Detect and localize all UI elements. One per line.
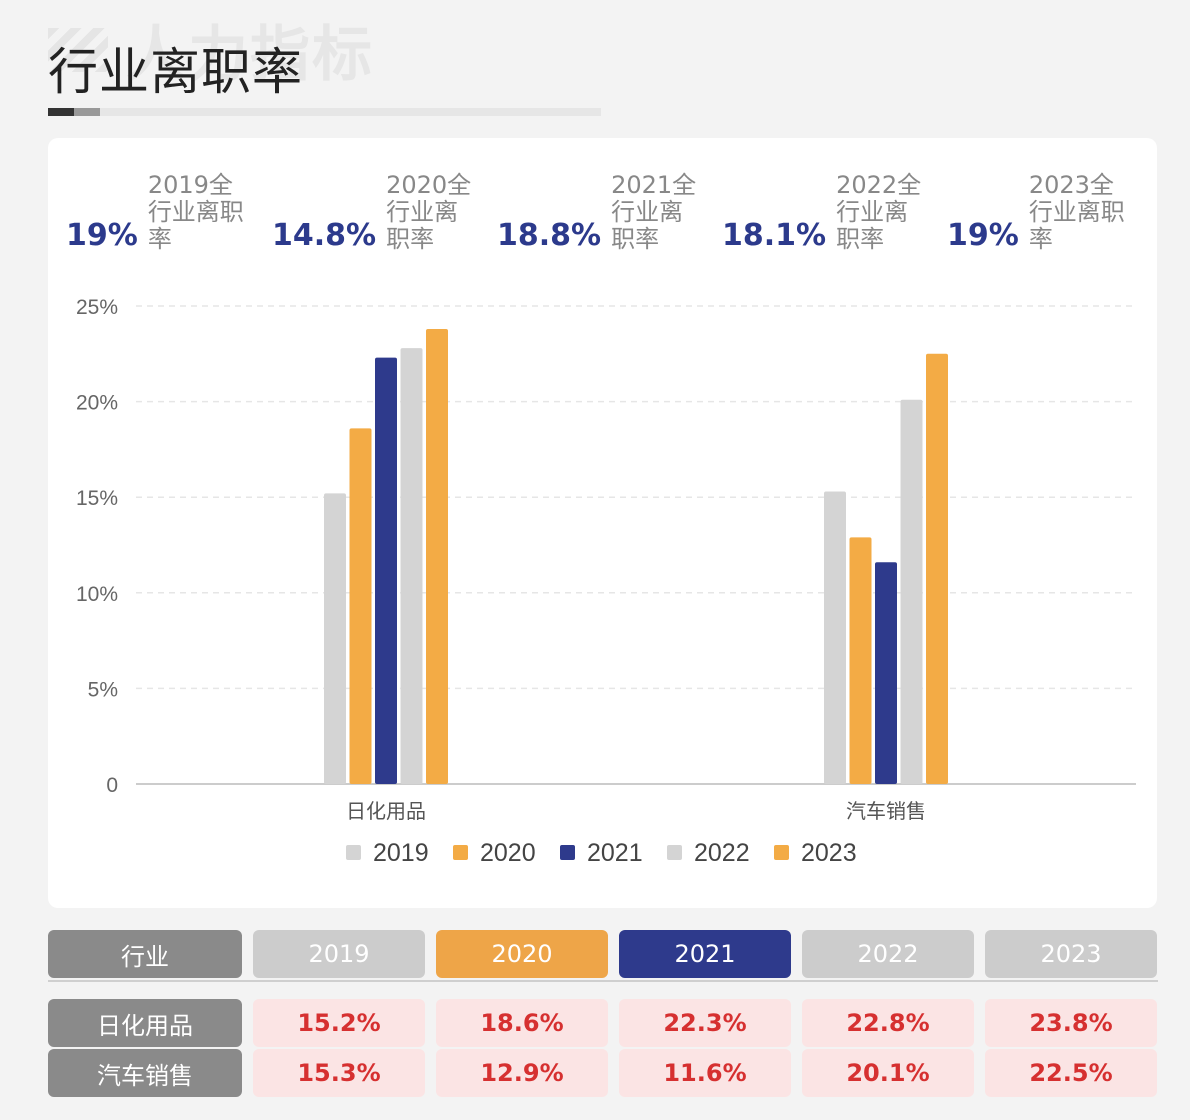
watermark-text: 人力指标 — [126, 20, 374, 90]
stat-label: 2022全行业离职率 — [836, 171, 922, 253]
bar-2020 — [349, 428, 372, 784]
x-tick-label: 日化用品 — [346, 799, 426, 823]
stat-2021: 18.8% 2021全行业离职率 — [497, 172, 697, 253]
watermark-stripes — [48, 27, 108, 72]
header-year-2022: 2022 — [802, 930, 974, 978]
bar-2021 — [375, 357, 397, 784]
stat-2019: 19% 2019全行业离职率 — [66, 172, 266, 253]
y-tick-label: 0 — [106, 774, 118, 797]
table-cell: 23.8% — [985, 999, 1157, 1047]
header-year-2020: 2020 — [436, 930, 608, 978]
row-label-auto-sales: 汽车销售 — [48, 1049, 242, 1097]
y-tick-label: 15% — [76, 487, 118, 510]
header-year-2019: 2019 — [253, 930, 425, 978]
legend-label: 2020 — [480, 839, 536, 867]
stat-2022: 18.1% 2022全行业离职率 — [722, 172, 922, 253]
page-title: 行业离职率 — [48, 43, 303, 101]
table-cell: 20.1% — [802, 1049, 974, 1097]
bar-2019 — [824, 491, 846, 784]
header-industry: 行业 — [48, 930, 242, 978]
legend-swatch — [667, 845, 682, 860]
chart-card: 19% 2019全行业离职率 14.8% 2020全行业离职率 18.8% 20… — [48, 138, 1157, 908]
bar-2022 — [900, 399, 923, 784]
bar-2022 — [400, 348, 423, 784]
legend-label: 2019 — [373, 839, 429, 867]
stat-percent: 19% — [66, 218, 138, 253]
stat-label: 2023全行业离职率 — [1028, 171, 1125, 253]
y-tick-label: 25% — [76, 296, 118, 319]
legend-label: 2021 — [587, 839, 643, 867]
bar-2020 — [849, 537, 872, 784]
bar-2023 — [926, 353, 948, 784]
table-cell: 22.3% — [619, 999, 791, 1047]
x-tick-label: 汽车销售 — [846, 799, 926, 823]
header-year-2021: 2021 — [619, 930, 791, 978]
stat-2023: 19% 2023全行业离职率 — [947, 172, 1147, 253]
stat-label: 2021全行业离职率 — [611, 171, 697, 253]
header-year-2023: 2023 — [985, 930, 1157, 978]
legend-label: 2023 — [801, 839, 857, 867]
table-cell: 18.6% — [436, 999, 608, 1047]
bar-2021 — [875, 562, 897, 784]
bar-2019 — [324, 493, 346, 784]
bar-chart: 0 5% 10% 15% 20% 25% 日化用品 汽车销售 2019 2020 2021 2022 2… — [76, 296, 1136, 867]
table-cell: 11.6% — [619, 1049, 791, 1097]
stat-percent: 18.8% — [497, 218, 602, 253]
title-underline — [48, 108, 601, 116]
table-cell: 15.3% — [253, 1049, 425, 1097]
watermark: 人力指标 — [48, 6, 374, 93]
stat-percent: 19% — [947, 218, 1019, 253]
stat-label: 2019全行业离职率 — [147, 171, 244, 253]
stat-label: 2020全行业离职率 — [386, 171, 472, 253]
stat-2020: 14.8% 2020全行业离职率 — [272, 172, 472, 253]
y-tick-label: 5% — [88, 678, 118, 701]
table-cell: 15.2% — [253, 999, 425, 1047]
legend-swatch — [560, 845, 575, 860]
table-cell: 22.5% — [985, 1049, 1157, 1097]
stat-percent: 18.1% — [722, 218, 827, 253]
legend-swatch — [453, 845, 468, 860]
row-label-daily-chemicals: 日化用品 — [48, 999, 242, 1047]
table-cell: 22.8% — [802, 999, 974, 1047]
header-divider — [48, 980, 1158, 982]
stat-percent: 14.8% — [272, 218, 377, 253]
y-tick-label: 10% — [76, 583, 118, 606]
bar-2023 — [426, 328, 448, 784]
y-tick-label: 20% — [76, 392, 118, 415]
legend-swatch — [774, 845, 789, 860]
legend-label: 2022 — [694, 839, 750, 867]
table-cell: 12.9% — [436, 1049, 608, 1097]
legend-swatch — [346, 845, 361, 860]
